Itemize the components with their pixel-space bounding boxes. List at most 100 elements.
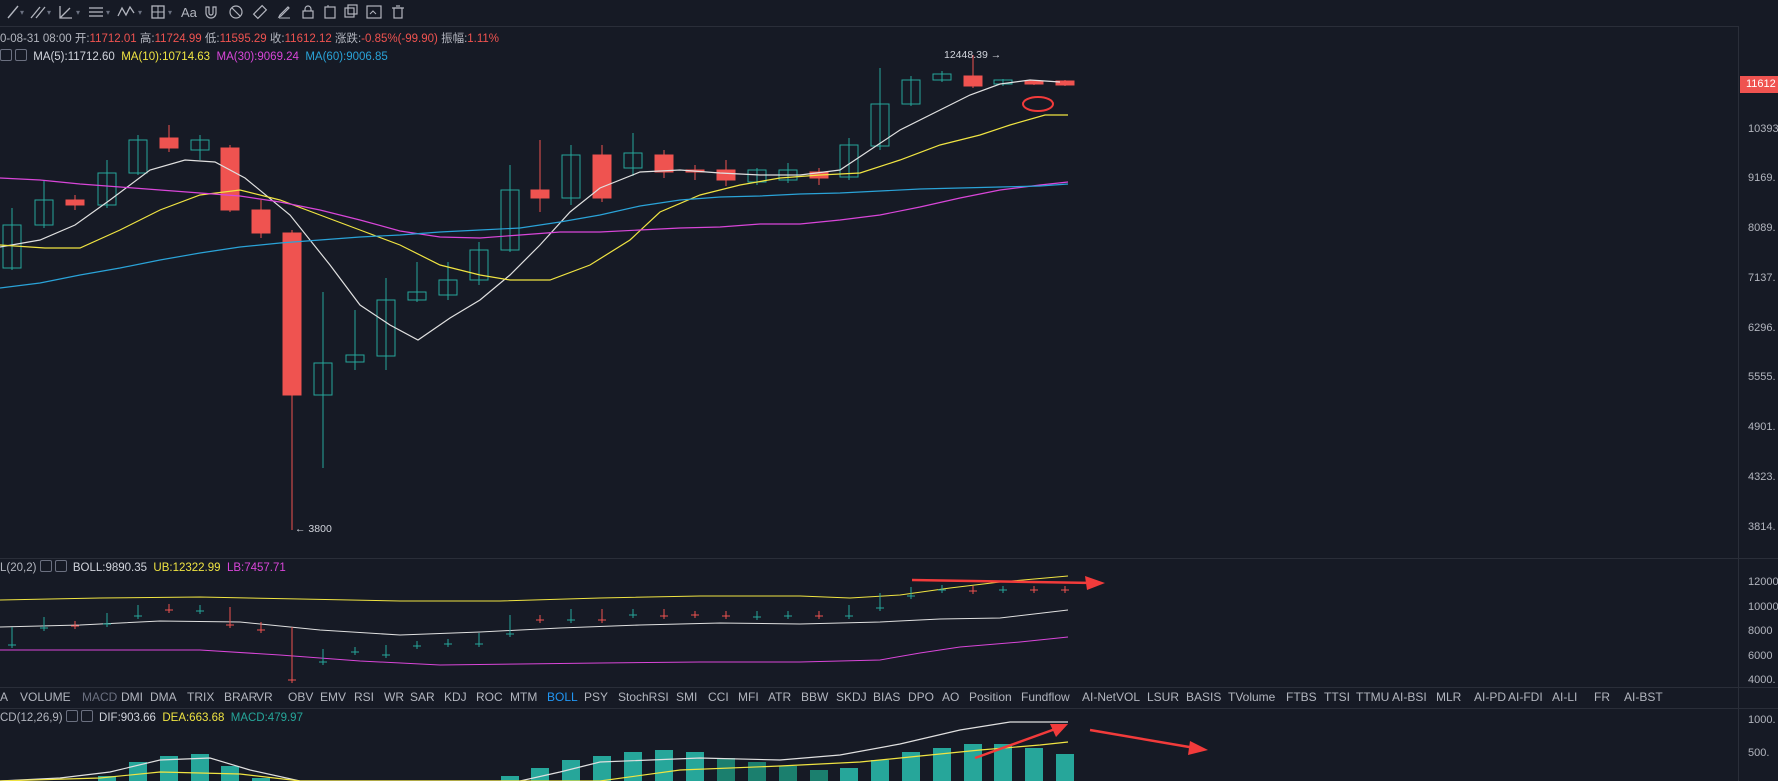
candle-body <box>438 279 458 296</box>
pane-divider[interactable] <box>0 558 1778 559</box>
candle-body <box>592 154 612 199</box>
measure-icon[interactable] <box>150 4 166 22</box>
trash-icon[interactable] <box>390 4 406 22</box>
settings-icon[interactable] <box>0 49 12 61</box>
current-price-tag: 11612 <box>1740 76 1778 93</box>
multi-line-icon[interactable] <box>30 4 46 22</box>
tab-roc[interactable]: ROC <box>476 690 503 704</box>
text-tool-icon[interactable]: Aa <box>181 5 197 20</box>
tab-ai-bst[interactable]: AI-BST <box>1624 690 1663 704</box>
macd-bar <box>810 770 828 781</box>
candle-body <box>407 291 427 301</box>
tab-ftbs[interactable]: FTBS <box>1286 690 1317 704</box>
chevron-down-icon[interactable]: ▾ <box>138 8 143 17</box>
channel-icon[interactable] <box>88 4 104 22</box>
tab-smi[interactable]: SMI <box>676 690 698 704</box>
tab-ai-fdi[interactable]: AI-FDI <box>1508 690 1543 704</box>
low-label: 低: <box>204 33 220 45</box>
settings-icon[interactable] <box>39 560 52 572</box>
bar-date: 0-08-31 08:00 <box>0 33 72 45</box>
ma30-legend: MA(30):9069.24 <box>216 51 299 63</box>
tab-ai-pd[interactable]: AI-PD <box>1474 690 1507 704</box>
tab-ai-li[interactable]: AI-LI <box>1552 690 1578 704</box>
tab-dpo[interactable]: DPO <box>908 690 935 704</box>
candle-body <box>251 209 271 234</box>
price-axis[interactable] <box>1738 26 1778 781</box>
tab-dmi[interactable]: DMI <box>121 690 143 704</box>
chevron-down-icon[interactable]: ▾ <box>47 8 52 17</box>
tab-stochrsi[interactable]: StochRSI <box>618 690 669 704</box>
tab-vr[interactable]: VR <box>256 690 273 704</box>
close-icon[interactable] <box>80 710 93 722</box>
chevron-down-icon[interactable]: ▾ <box>20 8 25 17</box>
chevron-down-icon[interactable]: ▾ <box>168 8 173 17</box>
tab-ai-netvol[interactable]: AI-NetVOL <box>1082 690 1141 704</box>
angle-tool-icon[interactable] <box>58 4 74 22</box>
tab-volume[interactable]: VOLUME <box>20 690 71 704</box>
pencil-icon[interactable] <box>276 4 292 22</box>
tab-ai-bsi[interactable]: AI-BSI <box>1392 690 1427 704</box>
visibility-icon[interactable] <box>322 4 338 22</box>
tab-mlr[interactable]: MLR <box>1436 690 1462 704</box>
crosshair-line-icon[interactable] <box>6 4 20 22</box>
tab-skdj[interactable]: SKDJ <box>836 690 867 704</box>
close-icon[interactable] <box>54 560 67 572</box>
layers-icon[interactable] <box>343 4 359 22</box>
tab-brar[interactable]: BRAR <box>224 690 258 704</box>
high-annotation: 12448.39 → <box>944 49 1002 61</box>
boll-tick: 12000 <box>1748 576 1778 588</box>
close-icon[interactable] <box>15 49 27 61</box>
tab-atr[interactable]: ATR <box>768 690 792 704</box>
candle-body <box>282 232 302 396</box>
boll-mid: BOLL:9890.35 <box>72 562 148 574</box>
tab-bbw[interactable]: BBW <box>801 690 829 704</box>
tab-obv[interactable]: OBV <box>288 690 314 704</box>
tab-bias[interactable]: BIAS <box>873 690 901 704</box>
ruler-icon[interactable] <box>252 4 268 22</box>
trend-arrow-line <box>1089 728 1196 750</box>
tab-fr[interactable]: FR <box>1594 690 1610 704</box>
tab-emv[interactable]: EMV <box>320 690 347 704</box>
tab-cci[interactable]: CCI <box>708 690 729 704</box>
lock-icon[interactable] <box>300 4 316 22</box>
tab-dma[interactable]: DMA <box>150 690 177 704</box>
wave-tool-icon[interactable] <box>117 4 135 22</box>
trend-arrow-head <box>1050 724 1068 737</box>
tab-kdj[interactable]: KDJ <box>444 690 467 704</box>
tab-boll[interactable]: BOLL <box>547 690 578 704</box>
macd-hist: MACD:479.97 <box>230 712 303 724</box>
open-value: 11712.01 <box>89 33 137 45</box>
eraser-icon[interactable] <box>228 4 244 22</box>
settings-icon[interactable] <box>65 710 78 722</box>
magnet-icon[interactable] <box>203 4 219 22</box>
tab-fundflow[interactable]: Fundflow <box>1021 690 1070 704</box>
macd-bar <box>686 752 704 781</box>
candle-body <box>716 169 736 181</box>
pane-divider[interactable] <box>0 708 1778 709</box>
tab-mfi[interactable]: MFI <box>738 690 759 704</box>
candle-body <box>500 189 520 251</box>
tab-wr[interactable]: WR <box>384 690 404 704</box>
chevron-down-icon[interactable]: ▾ <box>76 8 81 17</box>
amplitude-value: 1.11% <box>467 33 500 45</box>
tab-ttmu[interactable]: TTMU <box>1356 690 1390 704</box>
tab-ao[interactable]: AO <box>942 690 960 704</box>
tab-macd[interactable]: MACD <box>82 690 118 704</box>
tab-mtm[interactable]: MTM <box>510 690 538 704</box>
tab-tvolume[interactable]: TVolume <box>1228 690 1276 704</box>
tab-sar[interactable]: SAR <box>410 690 435 704</box>
tab-position[interactable]: Position <box>969 690 1012 704</box>
tab-rsi[interactable]: RSI <box>354 690 375 704</box>
tab-a[interactable]: A <box>0 690 9 704</box>
macd-bar <box>593 756 611 781</box>
pane-divider[interactable] <box>0 687 1778 688</box>
tab-psy[interactable]: PSY <box>584 690 609 704</box>
tab-trix[interactable]: TRIX <box>187 690 215 704</box>
boll-legend: L(20,2) BOLL:9890.35 UB:12322.99 LB:7457… <box>0 560 286 574</box>
chevron-down-icon[interactable]: ▾ <box>106 8 111 17</box>
tab-basis[interactable]: BASIS <box>1186 690 1222 704</box>
tab-lsur[interactable]: LSUR <box>1147 690 1180 704</box>
screenshot-icon[interactable] <box>366 4 382 22</box>
tab-ttsi[interactable]: TTSI <box>1324 690 1350 704</box>
